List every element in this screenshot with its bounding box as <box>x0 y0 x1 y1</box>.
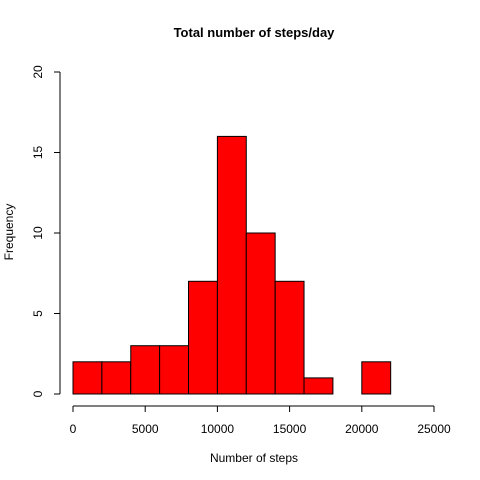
y-tick-label: 0 <box>31 390 45 397</box>
histogram-bar-0 <box>72 361 103 395</box>
histogram-bar-2 <box>130 345 161 395</box>
x-axis-label: Number of steps <box>210 451 298 465</box>
histogram-bar-1 <box>101 361 132 395</box>
histogram-bar-8 <box>303 377 334 395</box>
x-tick-label: 0 <box>70 422 77 436</box>
histogram-bar-3 <box>159 345 190 395</box>
bars-group <box>72 135 392 395</box>
x-tick-label: 25000 <box>417 422 451 436</box>
x-tick-label: 5000 <box>132 422 159 436</box>
y-tick-label: 10 <box>31 226 45 240</box>
y-axis-label: Frequency <box>2 204 16 261</box>
x-tick-label: 10000 <box>201 422 235 436</box>
x-tick-label: 15000 <box>273 422 307 436</box>
histogram-bar-10 <box>361 361 392 395</box>
histogram-bar-7 <box>274 280 305 395</box>
y-axis: 0 5 10 15 20 <box>31 65 61 397</box>
histogram-bar-6 <box>245 232 276 395</box>
x-tick-label: 20000 <box>345 422 379 436</box>
chart-title: Total number of steps/day <box>174 25 336 40</box>
x-axis: 0 5000 10000 15000 20000 25000 <box>70 405 451 436</box>
y-tick-label: 5 <box>31 310 45 317</box>
y-tick-label: 15 <box>31 146 45 160</box>
histogram-bar-5 <box>216 135 247 395</box>
y-tick-label: 20 <box>31 65 45 79</box>
histogram-bar-4 <box>188 280 218 395</box>
